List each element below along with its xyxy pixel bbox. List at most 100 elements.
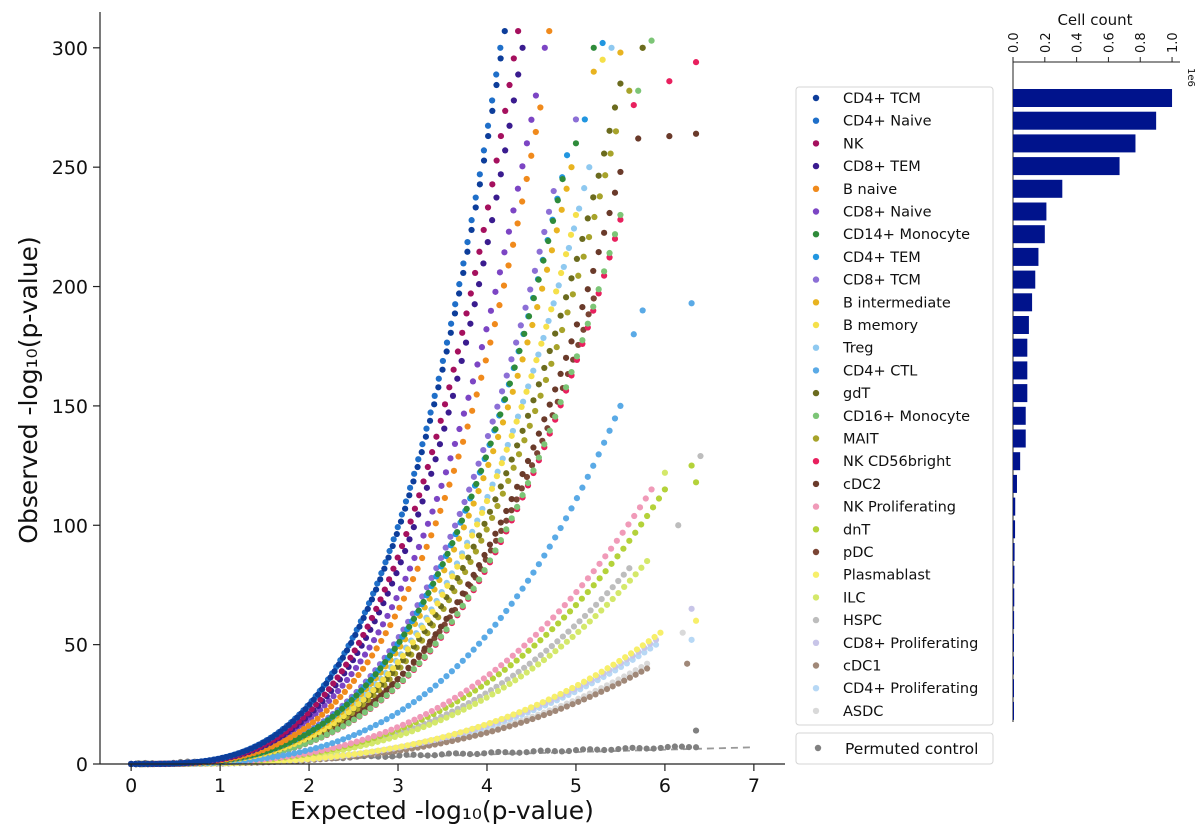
data-point bbox=[345, 734, 352, 741]
data-point bbox=[585, 311, 592, 318]
data-point bbox=[488, 749, 495, 756]
data-point bbox=[402, 505, 409, 512]
data-point bbox=[402, 575, 409, 582]
data-point bbox=[422, 738, 429, 745]
bar bbox=[1013, 406, 1026, 425]
data-point bbox=[363, 749, 370, 756]
data-point bbox=[602, 568, 609, 575]
data-point bbox=[584, 286, 591, 293]
data-point bbox=[360, 696, 367, 703]
data-point bbox=[550, 300, 557, 307]
data-point bbox=[688, 462, 695, 469]
data-point bbox=[459, 329, 466, 336]
data-point bbox=[433, 495, 441, 503]
data-point bbox=[388, 604, 396, 611]
data-point bbox=[386, 547, 393, 555]
data-point bbox=[385, 554, 392, 561]
data-point bbox=[477, 467, 485, 474]
data-point bbox=[480, 226, 487, 234]
data-point bbox=[464, 543, 471, 550]
data-point bbox=[334, 738, 341, 745]
data-point bbox=[454, 563, 461, 570]
data-point bbox=[406, 536, 413, 543]
data-point bbox=[448, 618, 455, 625]
x-axis-label: Expected -log₁₀(p-value) bbox=[290, 796, 594, 825]
y-tick-label: 50 bbox=[64, 635, 88, 657]
data-point bbox=[497, 171, 504, 178]
data-point bbox=[316, 754, 323, 762]
data-point bbox=[537, 652, 544, 659]
x-tick-label: 3 bbox=[392, 775, 404, 797]
data-point bbox=[572, 211, 580, 219]
data-point bbox=[465, 652, 472, 659]
x-tick-label: 2 bbox=[303, 775, 315, 797]
bar-tick-label: 0.6 bbox=[1102, 32, 1117, 53]
data-point bbox=[456, 425, 463, 433]
legend-item: CD4+ Naive bbox=[812, 114, 932, 130]
data-point bbox=[317, 696, 324, 703]
bar-tick-label: 0.0 bbox=[1007, 32, 1022, 53]
data-point bbox=[456, 290, 463, 297]
data-point bbox=[396, 604, 403, 611]
data-point bbox=[489, 418, 496, 425]
data-point bbox=[419, 441, 426, 448]
data-point bbox=[481, 551, 488, 559]
data-point bbox=[323, 741, 330, 749]
data-point bbox=[330, 693, 337, 700]
data-point bbox=[535, 714, 542, 721]
data-point bbox=[568, 505, 575, 512]
data-point bbox=[503, 607, 510, 615]
data-point bbox=[475, 576, 483, 583]
data-point bbox=[447, 320, 455, 327]
data-point bbox=[546, 427, 553, 434]
data-point bbox=[561, 602, 568, 609]
data-point bbox=[608, 560, 615, 567]
data-point bbox=[384, 612, 391, 620]
data-point bbox=[402, 498, 410, 505]
data-point bbox=[530, 397, 537, 404]
data-point bbox=[357, 750, 364, 757]
data-point bbox=[587, 607, 594, 614]
data-point bbox=[406, 492, 413, 499]
data-point bbox=[598, 607, 605, 614]
data-point bbox=[394, 676, 401, 683]
data-point bbox=[429, 608, 436, 615]
bar bbox=[1013, 179, 1063, 198]
data-point bbox=[524, 577, 532, 584]
data-point bbox=[545, 317, 552, 325]
data-point bbox=[590, 267, 597, 275]
data-point bbox=[546, 709, 553, 717]
data-point bbox=[339, 682, 346, 689]
data-point bbox=[345, 751, 352, 758]
data-point bbox=[528, 462, 536, 469]
data-point bbox=[514, 593, 521, 600]
data-point bbox=[496, 302, 503, 309]
data-point bbox=[529, 665, 536, 672]
data-point bbox=[621, 677, 628, 684]
data-point bbox=[372, 586, 380, 593]
series-b-intermediate bbox=[128, 49, 624, 768]
data-point bbox=[343, 676, 351, 684]
legend-item: CD8+ TCM bbox=[812, 273, 921, 289]
data-point bbox=[421, 645, 428, 652]
data-point bbox=[355, 639, 363, 646]
data-point bbox=[532, 656, 539, 663]
data-point bbox=[406, 565, 414, 572]
data-point bbox=[447, 329, 454, 336]
data-point bbox=[629, 744, 636, 751]
legend-marker bbox=[812, 117, 820, 124]
data-point bbox=[359, 736, 366, 743]
data-point bbox=[617, 80, 624, 87]
data-point bbox=[480, 446, 487, 454]
legend-frame bbox=[795, 86, 994, 726]
data-point bbox=[617, 49, 624, 56]
data-point bbox=[428, 707, 435, 715]
data-point bbox=[666, 133, 673, 140]
data-point bbox=[360, 614, 367, 622]
data-point bbox=[330, 680, 337, 687]
data-point bbox=[536, 248, 543, 255]
data-point bbox=[430, 580, 437, 587]
data-point bbox=[478, 344, 486, 351]
data-point bbox=[343, 661, 350, 668]
data-point bbox=[405, 585, 412, 593]
